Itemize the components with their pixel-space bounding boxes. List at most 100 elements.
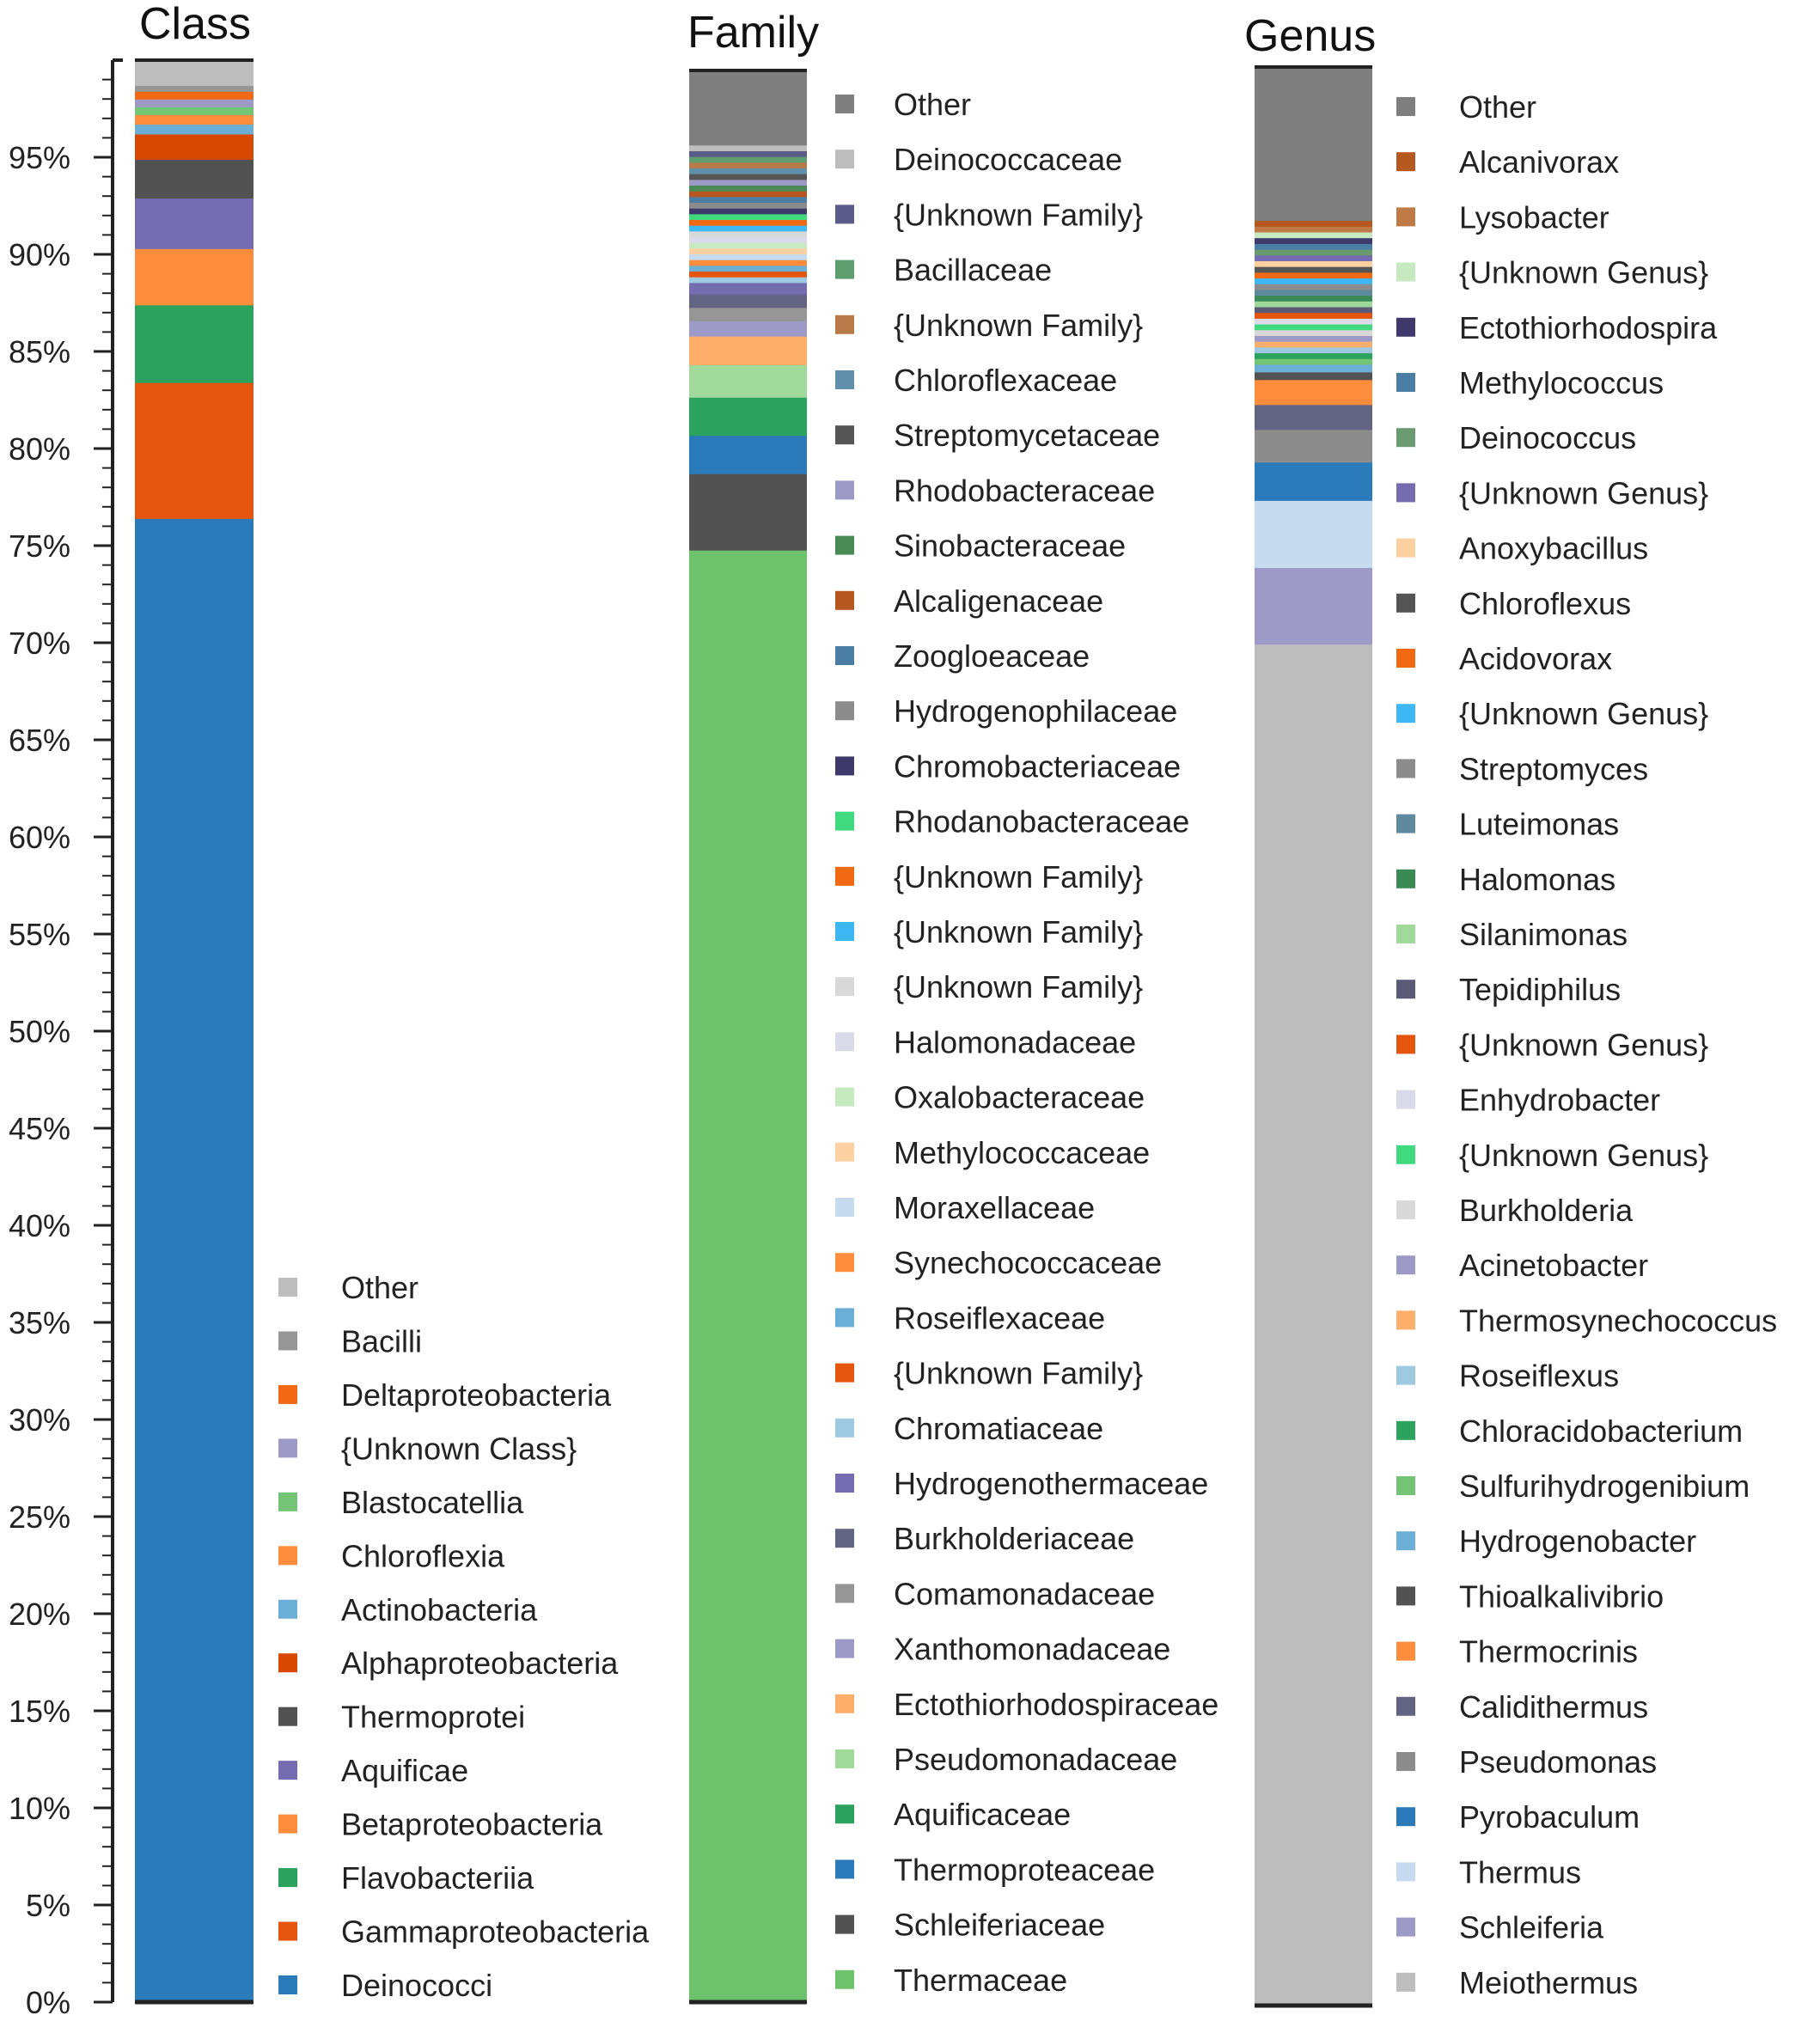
- bar-segment-luteimonas: [1255, 289, 1372, 296]
- legend-label-pseudomonadaceae: Pseudomonadaceae: [894, 1742, 1177, 1777]
- bar-segment-chromatiaceae: [689, 277, 807, 284]
- legend-label-silanimonas: Silanimonas: [1459, 917, 1628, 952]
- legend-swatch-streptomycetaceae: [835, 425, 854, 445]
- legend-label-thermus: Thermus: [1459, 1854, 1581, 1890]
- legend-label-actinobacteria: Actinobacteria: [341, 1592, 538, 1627]
- bar-segment-gammaproteobacteria: [135, 382, 253, 519]
- genus-panel-title: Genus: [1244, 11, 1377, 61]
- legend-label-acidovorax: Acidovorax: [1459, 641, 1612, 676]
- legend-swatch-schleiferia: [1396, 1917, 1415, 1937]
- y-tick-label: 15%: [9, 1694, 70, 1729]
- bar-segment-unknown-family: [689, 150, 807, 157]
- legend-swatch-oxalobacteraceae: [835, 1087, 854, 1107]
- legend-swatch-chromatiaceae: [835, 1418, 854, 1438]
- bar-segment-chromobacteriaceae: [689, 208, 807, 215]
- legend-label-unknown-family: {Unknown Family}: [894, 969, 1143, 1004]
- legend-label-burkholderia: Burkholderia: [1459, 1193, 1634, 1228]
- y-tick-label: 5%: [26, 1888, 70, 1923]
- legend-swatch-deltaproteobacteria: [278, 1384, 297, 1404]
- bar-segment-unknown-genus: [1255, 254, 1372, 261]
- legend-label-meiothermus: Meiothermus: [1459, 1965, 1638, 2000]
- legend-label-pseudomonas: Pseudomonas: [1459, 1744, 1657, 1780]
- legend-swatch-anoxybacillus: [1396, 538, 1415, 558]
- y-tick-label: 45%: [9, 1111, 70, 1146]
- legend-swatch-chloroflexaceae: [835, 370, 854, 389]
- y-tick-label: 85%: [9, 334, 70, 369]
- bar-segment-tepidiphilus: [1255, 306, 1372, 314]
- legend-label-synechococcaceae: Synechococcaceae: [894, 1245, 1162, 1280]
- bar-segment-pseudomonas: [1255, 429, 1372, 463]
- legend-label-unknown-genus: {Unknown Genus}: [1459, 475, 1708, 510]
- legend-swatch-acidovorax: [1396, 649, 1415, 668]
- bar-segment-actinobacteria: [135, 124, 253, 135]
- bar-segment-ectothiorhodospiraceae: [689, 336, 807, 366]
- legend-label-anoxybacillus: Anoxybacillus: [1459, 531, 1648, 566]
- legend-swatch-bacillaceae: [835, 259, 854, 279]
- legend-swatch-betaproteobacteria: [278, 1814, 297, 1834]
- legend-label-rhodanobacteraceae: Rhodanobacteraceae: [894, 804, 1189, 840]
- legend-swatch-rhodobacteraceae: [835, 480, 854, 500]
- legend-swatch-roseiflexaceae: [835, 1308, 854, 1328]
- bar-segment-unknown-genus: [1255, 324, 1372, 331]
- legend-label-deinococcaceae: Deinococcaceae: [894, 142, 1122, 177]
- bar-segment-other: [135, 60, 253, 86]
- legend-swatch-sulfurihydrogenibium: [1396, 1476, 1415, 1495]
- bar-segment-unknown-family: [689, 225, 807, 232]
- legend-label-zoogloeaceae: Zoogloeaceae: [894, 638, 1090, 674]
- legend-label-thermaceae: Thermaceae: [894, 1963, 1067, 1998]
- legend-label-comamonadaceae: Comamonadaceae: [894, 1576, 1155, 1611]
- bar-segment-thermaceae: [689, 550, 807, 2003]
- legend-label-burkholderiaceae: Burkholderiaceae: [894, 1521, 1134, 1556]
- bar-segment-pyrobaculum: [1255, 461, 1372, 501]
- legend-label-streptomycetaceae: Streptomycetaceae: [894, 418, 1160, 453]
- bar-segment-schleiferia: [1255, 567, 1372, 645]
- bar-segment-hydrogenophilaceae: [689, 202, 807, 209]
- bar-segment-chloracidobacterium: [1255, 352, 1372, 359]
- legend-swatch-other: [835, 95, 854, 113]
- legend-swatch-zoogloeaceae: [835, 646, 854, 665]
- bar-segment-thermus: [1255, 500, 1372, 569]
- legend-swatch-thermosynechococcus: [1396, 1310, 1415, 1330]
- legend-label-unknown-family: {Unknown Family}: [894, 1356, 1143, 1391]
- bar-segment-halomonas: [1255, 295, 1372, 302]
- legend-label-other: Other: [341, 1270, 418, 1305]
- legend-label-streptomyces: Streptomyces: [1459, 751, 1648, 786]
- bar-segment-roseiflexus: [1255, 346, 1372, 354]
- legend-swatch-schleiferiaceae: [835, 1914, 854, 1934]
- legend-swatch-unknown-genus: [1396, 704, 1415, 724]
- legend-swatch-hydrogenophilaceae: [835, 701, 854, 721]
- bar-segment-synechococcaceae: [689, 259, 807, 266]
- legend-label-chloroflexia: Chloroflexia: [341, 1538, 505, 1573]
- legend-label-roseiflexus: Roseiflexus: [1459, 1359, 1619, 1394]
- legend-swatch-alphaproteobacteria: [278, 1653, 297, 1673]
- legend-swatch-unknown-family: [835, 866, 854, 886]
- legend-swatch-bacilli: [278, 1331, 297, 1351]
- legend-swatch-tepidiphilus: [1396, 980, 1415, 999]
- legend-label-aquificaceae: Aquificaceae: [894, 1797, 1071, 1832]
- legend-swatch-unknown-genus: [1396, 1035, 1415, 1054]
- legend-label-calidithermus: Calidithermus: [1459, 1689, 1648, 1725]
- bar-segment-thioalkalivibrio: [1255, 371, 1372, 381]
- legend-swatch-comamonadaceae: [835, 1584, 854, 1603]
- legend-swatch-hydrogenobacter: [1396, 1531, 1415, 1551]
- legend-swatch-unknown-genus: [1396, 483, 1415, 503]
- legend-label-unknown-genus: {Unknown Genus}: [1459, 1027, 1708, 1062]
- bar-segment-methylococcaceae: [689, 247, 807, 255]
- legend-swatch-actinobacteria: [278, 1599, 297, 1619]
- legend-label-hydrogenobacter: Hydrogenobacter: [1459, 1523, 1696, 1559]
- legend-swatch-thioalkalivibrio: [1396, 1586, 1415, 1606]
- legend-label-other: Other: [1459, 89, 1536, 125]
- legend-label-thermocrinis: Thermocrinis: [1459, 1634, 1638, 1670]
- legend-swatch-chloroflexia: [278, 1546, 297, 1566]
- legend-label-hydrogenothermaceae: Hydrogenothermaceae: [894, 1466, 1208, 1501]
- legend-label-unknown-class: {Unknown Class}: [341, 1431, 577, 1466]
- legend-swatch-unknown-family: [835, 205, 854, 224]
- legend-label-chloroflexus: Chloroflexus: [1459, 586, 1631, 621]
- bar-segment-ectothiorhodospira: [1255, 237, 1372, 244]
- legend-label-alphaproteobacteria: Alphaproteobacteria: [341, 1645, 619, 1681]
- legend-label-methylococcus: Methylococcus: [1459, 365, 1664, 400]
- legend-swatch-other: [278, 1278, 297, 1297]
- legend-label-betaproteobacteria: Betaproteobacteria: [341, 1807, 603, 1842]
- legend-swatch-unknown-class: [278, 1438, 297, 1458]
